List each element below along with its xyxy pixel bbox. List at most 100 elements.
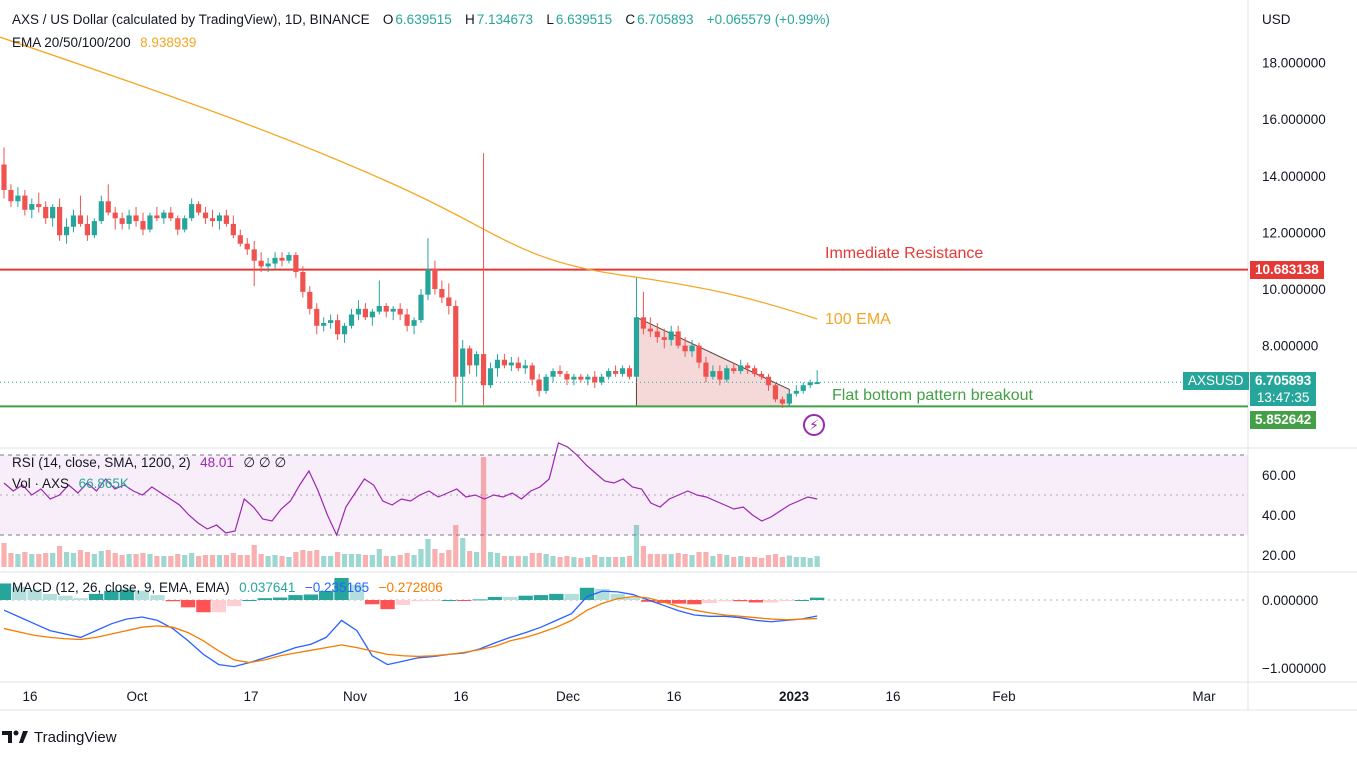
symbol-title[interactable]: AXS / US Dollar (calculated by TradingVi… xyxy=(12,12,370,27)
macd-histogram-bar xyxy=(42,593,58,600)
volume-bar xyxy=(425,539,431,567)
candle-body xyxy=(487,368,494,386)
volume-bar xyxy=(696,552,702,567)
volume-bar xyxy=(293,552,299,567)
candle-body xyxy=(731,368,737,372)
candle-body xyxy=(272,257,278,264)
volume-bar xyxy=(105,550,111,567)
volume-bar xyxy=(57,546,63,567)
rsi-null-values: ∅ ∅ ∅ xyxy=(243,455,287,470)
candle-body xyxy=(43,206,49,219)
date-tick-label: 2023 xyxy=(779,689,810,704)
candle-body xyxy=(341,325,348,335)
date-tick-label: 16 xyxy=(22,689,37,704)
lightning-icon[interactable]: ⚡ xyxy=(803,414,825,436)
rsi-tick-label: 60.00 xyxy=(1262,468,1296,483)
rsi-legend[interactable]: RSI (14, close, SMA, 1200, 2) 48.01 ∅ ∅ … xyxy=(12,455,288,471)
macd-histogram-bar xyxy=(395,600,411,605)
volume-bar xyxy=(745,557,751,567)
candle-body xyxy=(209,218,216,222)
volume-bar xyxy=(772,554,779,567)
volume-bar xyxy=(418,549,424,567)
volume-bar xyxy=(765,555,772,567)
macd-histogram-bar xyxy=(441,600,457,601)
rsi-line xyxy=(3,442,818,537)
candle-body xyxy=(70,215,77,227)
candle-body xyxy=(91,221,97,236)
candle-body xyxy=(717,371,723,380)
volume-bar xyxy=(126,554,132,567)
macd-label: MACD (12, 26, close, 9, EMA, EMA) xyxy=(12,580,230,595)
candle-body xyxy=(800,385,806,391)
currency-label: USD xyxy=(1262,12,1291,27)
price-tick-label: 12.000000 xyxy=(1262,225,1326,240)
candle-body xyxy=(696,345,702,363)
candle-body xyxy=(613,371,619,374)
volume-bar xyxy=(453,525,459,567)
macd-histogram-bar xyxy=(211,600,226,613)
volume-bar xyxy=(286,557,292,567)
candle-body xyxy=(508,362,514,366)
volume-bar xyxy=(543,554,549,567)
volume-bar xyxy=(508,556,514,567)
candle-body xyxy=(321,322,327,326)
macd-histogram-bar xyxy=(411,600,426,602)
candle-body xyxy=(675,331,681,346)
candle-body xyxy=(355,308,362,315)
macd-line xyxy=(3,590,818,668)
candle-body xyxy=(543,376,549,391)
volume-bar xyxy=(168,556,174,567)
volume-bar xyxy=(536,553,542,567)
candle-body xyxy=(501,359,507,366)
symbol-tag[interactable]: AXSUSD xyxy=(1183,372,1249,390)
candle-body xyxy=(133,215,139,222)
candle-body xyxy=(369,311,375,318)
open-label: O xyxy=(382,12,394,27)
candle-body xyxy=(480,354,487,386)
candle-body xyxy=(564,373,570,380)
price-tick-label: 10.000000 xyxy=(1262,282,1326,297)
candle-body xyxy=(745,365,751,369)
macd-histogram-bar xyxy=(119,589,134,600)
close-label: C xyxy=(625,12,636,27)
candle-body xyxy=(807,382,813,386)
macd-histogram-bar xyxy=(272,597,288,600)
volume-bar xyxy=(717,554,723,567)
macd-histogram-bar xyxy=(27,589,42,600)
macd-histogram-bar xyxy=(12,586,27,600)
candle-body xyxy=(237,235,243,244)
price-tick-label: 16.000000 xyxy=(1262,112,1326,127)
candle-body xyxy=(77,215,84,224)
volume-bar xyxy=(474,552,480,567)
volume-bar xyxy=(397,555,403,567)
volume-bar xyxy=(668,554,674,567)
candle-body xyxy=(654,331,660,338)
candle-body xyxy=(390,308,396,312)
support-price-tag: 5.852642 xyxy=(1250,411,1317,429)
volume-bar xyxy=(793,557,799,567)
candle-body xyxy=(286,255,292,261)
candle-body xyxy=(550,371,556,377)
price-tick-label: 14.000000 xyxy=(1262,169,1326,184)
volume-bar xyxy=(1,543,7,567)
macd-legend[interactable]: MACD (12, 26, close, 9, EMA, EMA) 0.0376… xyxy=(12,580,445,595)
candle-body xyxy=(202,212,209,219)
rsi-tick-label: 20.00 xyxy=(1262,548,1296,563)
macd-histogram-bar xyxy=(518,595,533,600)
volume-bar xyxy=(376,549,382,567)
candle-body xyxy=(154,215,160,219)
ema-label: EMA 20/50/100/200 xyxy=(12,35,131,50)
volume-bar xyxy=(50,553,56,567)
volume-legend[interactable]: Vol · AXS 66.865K xyxy=(12,476,131,491)
candle-body xyxy=(189,204,195,219)
macd-histogram-bar xyxy=(717,600,733,602)
volume-bar xyxy=(592,555,598,567)
candle-body xyxy=(682,345,688,352)
ema-legend[interactable]: EMA 20/50/100/200 8.938939 xyxy=(12,35,198,50)
macd-histogram-bar xyxy=(319,590,334,600)
tradingview-logo[interactable]: TradingView xyxy=(2,725,117,749)
volume-bar xyxy=(661,554,667,567)
volume-bar xyxy=(251,545,257,567)
candle-body xyxy=(779,399,785,404)
